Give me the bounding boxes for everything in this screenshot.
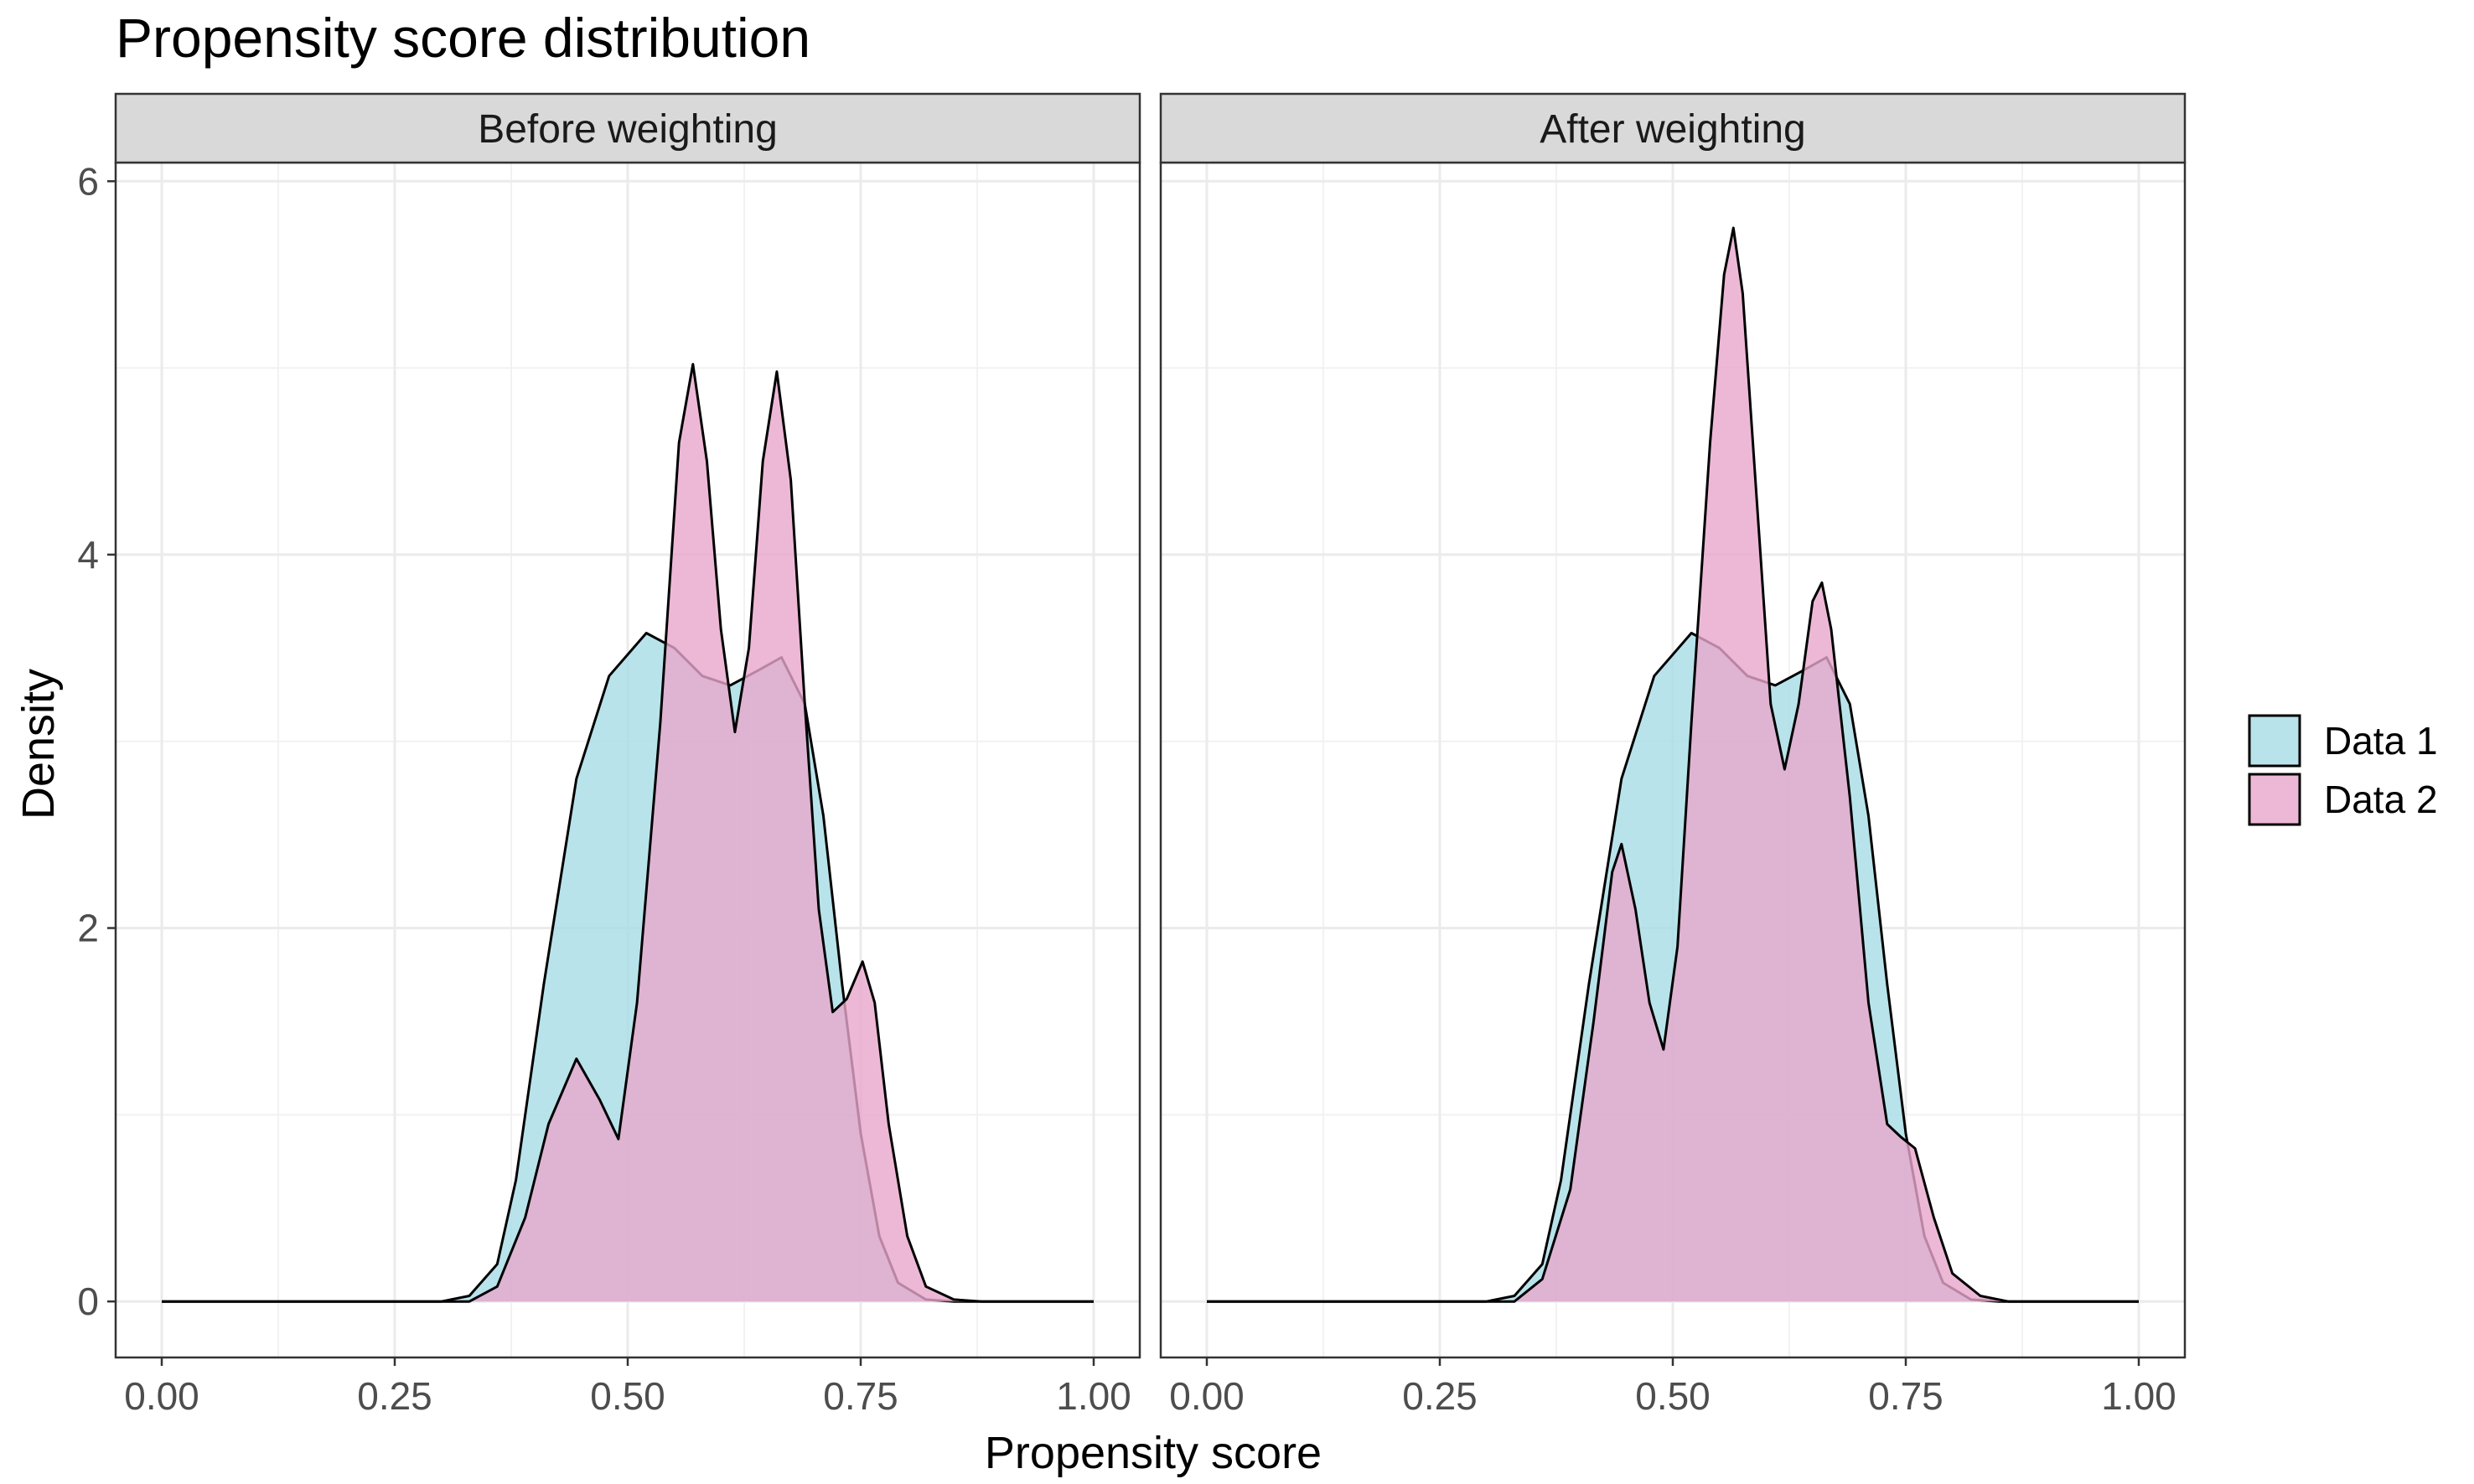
- panel-1: Before weighting 0.00 0.25 0.50 0.75 1.00 0 2 4 6: [77, 92, 1141, 1418]
- density-line-2: [162, 363, 1094, 1303]
- y-tick-label: 0: [77, 1280, 99, 1323]
- facet-strip-label: After weighting: [1540, 107, 1806, 152]
- x-tick-label: 0.25: [1402, 1374, 1478, 1418]
- y-axis-title: Density: [13, 669, 64, 820]
- panels: Before weighting 0.00 0.25 0.50 0.75 1.00 0 2 4 6…: [77, 92, 2187, 1418]
- legend-label: Data 1: [2324, 719, 2438, 763]
- legend-item-2: Data 2: [2248, 773, 2438, 826]
- facet-strip: [1159, 92, 2187, 164]
- x-tick-label: 0.50: [1635, 1374, 1711, 1418]
- x-tick-label: 0.75: [1868, 1374, 1943, 1418]
- legend: Data 1 Data 2: [2248, 714, 2438, 826]
- legend-label: Data 2: [2324, 778, 2438, 821]
- x-tick-label: 1.00: [1056, 1374, 1131, 1418]
- y-tick-label: 2: [77, 907, 99, 950]
- density-area-2: [1207, 228, 2139, 1302]
- x-tick-label: 0.00: [124, 1374, 199, 1418]
- legend-swatch: [2248, 773, 2301, 826]
- x-tick-label: 0.75: [823, 1374, 898, 1418]
- x-tick-label: 0.00: [1169, 1374, 1245, 1418]
- x-tick-label: 0.50: [590, 1374, 665, 1418]
- facet-strip: [114, 92, 1141, 164]
- density-line-2: [1207, 226, 2139, 1303]
- x-axis-title: Propensity score: [985, 1428, 1322, 1478]
- chart-title: Propensity score distribution: [116, 7, 810, 69]
- panel-2: After weighting 0.00 0.25 0.50 0.75 1.00: [1159, 92, 2187, 1418]
- y-tick-label: 4: [77, 533, 99, 577]
- facet-strip-label: Before weighting: [478, 107, 778, 152]
- legend-item-1: Data 1: [2248, 714, 2438, 768]
- y-tick-label: 6: [77, 159, 99, 203]
- density-area-2: [162, 364, 1094, 1302]
- legend-swatch: [2248, 714, 2301, 768]
- x-tick-label: 1.00: [2101, 1374, 2176, 1418]
- x-tick-label: 0.25: [357, 1374, 432, 1418]
